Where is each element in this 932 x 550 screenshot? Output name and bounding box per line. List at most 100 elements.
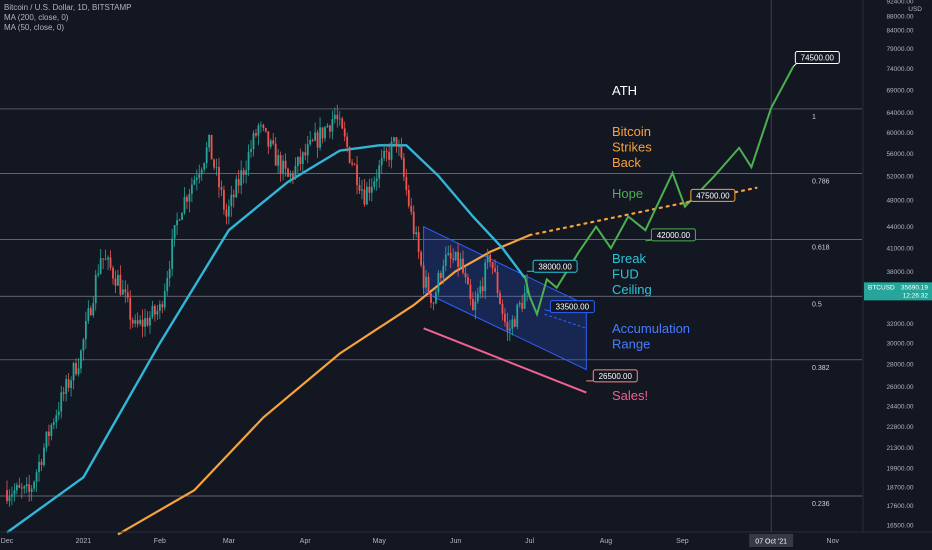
candle-body [444, 254, 447, 266]
candle-body [383, 150, 386, 159]
candle-body [449, 252, 452, 259]
candle-body [326, 125, 329, 128]
candle-body [316, 132, 319, 148]
candle-body [484, 262, 487, 292]
candle-body [40, 461, 43, 466]
time-axis-tick: Nov [827, 538, 840, 545]
price-axis-tick: 64000.00 [886, 110, 913, 117]
candle-body [380, 158, 383, 166]
ma50-line [6, 144, 526, 534]
candle-body [38, 461, 40, 473]
fib-level-label: 0.5 [812, 301, 822, 308]
price-axis-tick: 18700.00 [886, 484, 913, 491]
candle-body [299, 156, 302, 165]
candle-body [410, 205, 413, 212]
ma200-indicator-label[interactable]: MA (200, close, 0) [4, 13, 69, 22]
candle-body [223, 189, 225, 210]
candle-body [412, 211, 415, 235]
price-axis-tick: 56000.00 [886, 151, 913, 158]
candle-body [309, 140, 312, 145]
candle-body [188, 193, 191, 202]
current-price-tag[interactable] [864, 282, 932, 301]
fib-level-label: 0.786 [812, 179, 830, 186]
crosshair-date-label: 07 Oct '21 [755, 539, 787, 546]
annotation-text: Sales! [612, 388, 648, 403]
candle-body [378, 165, 381, 179]
candle-body [375, 178, 378, 182]
candle-body [284, 160, 287, 169]
candle-body [415, 232, 418, 235]
candle-body [471, 299, 474, 311]
candle-body [43, 447, 45, 466]
candle-body [250, 149, 252, 152]
price-label-box [592, 369, 638, 383]
candle-body [405, 176, 408, 191]
price-axis-tick: 21300.00 [886, 445, 913, 452]
candle-body [168, 268, 171, 278]
price-label-box [690, 188, 736, 202]
price-axis-tick: 16500.00 [886, 523, 913, 530]
candle-body [60, 392, 63, 412]
price-label-box [532, 259, 578, 273]
candle-body [489, 254, 492, 263]
ma50-indicator-label[interactable]: MA (50, close, 0) [4, 23, 65, 32]
current-price-value: 35690.19 [901, 284, 928, 291]
candle-body [205, 147, 208, 164]
candle-body [518, 302, 521, 305]
symbol-title[interactable]: Bitcoin / U.S. Dollar, 1D, BITSTAMP [4, 3, 132, 12]
candle-body [361, 189, 363, 191]
candle-body [203, 163, 206, 170]
candle-body [129, 297, 132, 320]
candle-body [324, 127, 326, 139]
candle-body [156, 311, 159, 315]
ma200-line [117, 234, 531, 536]
candle-body [70, 380, 72, 388]
crosshair-date-tag [749, 534, 794, 547]
candle-body [178, 219, 181, 221]
projection-path [523, 66, 795, 318]
candle-body [77, 368, 80, 375]
price-axis[interactable]: 92400.00 88000.00 84000.00 79000.00 74000.00… [862, 0, 932, 532]
candle-body [442, 265, 445, 278]
candle-body [65, 379, 68, 394]
candle-body [255, 133, 257, 136]
time-axis-tick: Aug [600, 538, 613, 545]
annotation-text: Back [612, 155, 641, 170]
candle-body [437, 272, 440, 293]
candle-body [225, 209, 228, 217]
candle-body [235, 179, 238, 198]
candle-body [57, 411, 60, 416]
chart-legend: Bitcoin / U.S. Dollar, 1D, BITSTAMP MA (… [4, 3, 131, 33]
price-label-text: 47500.00 [696, 191, 730, 200]
candle-body [25, 484, 28, 487]
candle-body [240, 170, 243, 186]
price-axis-tick: 32000.00 [886, 321, 913, 328]
candle-body [348, 146, 351, 163]
candle-body [92, 303, 95, 316]
candle-body [304, 152, 307, 156]
candle-body [262, 124, 265, 128]
time-axis-tick: Jun [450, 538, 461, 545]
candle-body [15, 485, 18, 491]
candle-body [516, 304, 519, 327]
candle-body [215, 166, 218, 168]
price-axis-tick: 30000.00 [886, 341, 913, 348]
candle-body [107, 257, 109, 260]
moving-averages [6, 144, 758, 536]
price-label-text: 33500.00 [556, 303, 590, 312]
time-axis-tick: Apr [300, 538, 312, 545]
candle-body [521, 302, 524, 309]
candle-body [8, 496, 11, 502]
candle-body [314, 132, 317, 141]
candle-body [89, 308, 92, 316]
price-axis-tick: 88000.00 [886, 13, 913, 20]
candle-body [210, 134, 213, 160]
current-price-symbol: BTCUSD [868, 284, 895, 291]
candle-body [154, 305, 156, 315]
candle-body [508, 328, 511, 331]
candle-body [486, 254, 489, 263]
price-axis-tick: 60000.00 [886, 130, 913, 137]
candle-body [494, 268, 496, 272]
